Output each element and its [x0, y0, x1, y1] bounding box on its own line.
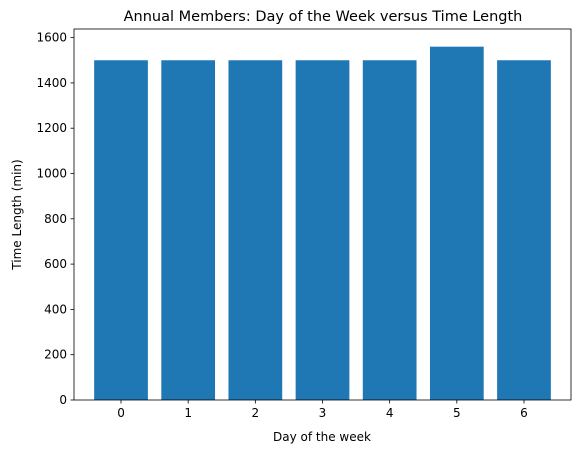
y-tick-label: 1400 — [36, 76, 67, 90]
bar-day-6 — [497, 60, 551, 400]
y-tick-label: 600 — [44, 257, 67, 271]
bar-day-0 — [94, 60, 148, 400]
bars-group — [94, 47, 551, 400]
y-tick-label: 800 — [44, 212, 67, 226]
bar-day-2 — [228, 60, 282, 400]
bar-day-5 — [430, 47, 484, 400]
bar-day-1 — [161, 60, 215, 400]
y-tick-label: 1200 — [36, 121, 67, 135]
x-tick-label: 5 — [453, 406, 461, 420]
y-axis-label: Time Length (min) — [10, 159, 24, 270]
y-axis: 0 200 400 600 800 1000 1200 1400 1600 — [36, 31, 74, 407]
y-tick-label: 0 — [59, 393, 67, 407]
y-tick-label: 400 — [44, 302, 67, 316]
x-tick-label: 2 — [252, 406, 260, 420]
bar-day-4 — [363, 60, 417, 400]
chart-title: Annual Members: Day of the Week versus T… — [124, 9, 523, 25]
x-tick-label: 1 — [184, 406, 192, 420]
x-tick-label: 0 — [117, 406, 125, 420]
x-axis: 0 1 2 3 4 5 6 — [117, 400, 528, 420]
bar-day-3 — [296, 60, 350, 400]
x-axis-label: Day of the week — [273, 430, 371, 444]
x-tick-label: 4 — [386, 406, 394, 420]
y-tick-label: 200 — [44, 348, 67, 362]
x-tick-label: 6 — [520, 406, 528, 420]
y-tick-label: 1000 — [36, 167, 67, 181]
y-tick-label: 1600 — [36, 31, 67, 45]
x-tick-label: 3 — [319, 406, 327, 420]
